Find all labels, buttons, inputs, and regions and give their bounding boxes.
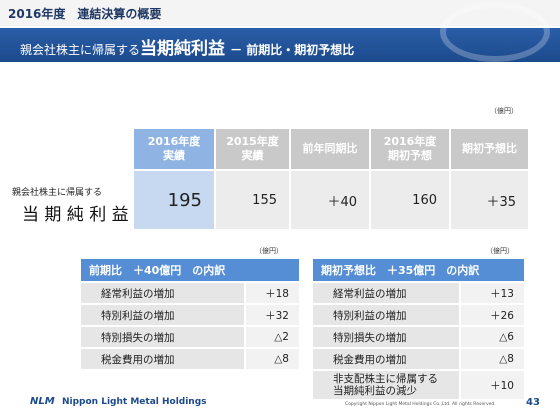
row-label: 特別利益の増加 [312,304,460,326]
value: ＋26 [490,309,514,322]
row-value: ＋10 [460,370,525,400]
header-line: 前年同期比 [302,142,358,155]
copyright: Copyright Nippon Light Metal Holdings Co… [345,402,496,407]
unit: （億円） [255,247,283,255]
header-line: 期初予想 [388,149,432,162]
table-title: 期初予想比 ＋35億円 の内訳 [321,264,480,277]
page-number: 43 [526,397,540,408]
header-line: 2016年度 [147,135,201,148]
header-line: 2016年度 [383,135,437,148]
column-header: 2016年度 期初予想 [370,128,450,170]
column-header: 期初予想比 [450,128,529,170]
row-label: 経常利益の増加 [80,282,245,304]
column-header: 2016年度 実績 [133,128,215,170]
value: ＋40 [327,194,357,210]
value: ＋32 [265,309,289,322]
row-value: △8 [460,348,525,370]
value-cell: ＋40 [290,170,370,230]
row-value: △6 [460,326,525,348]
row-label: 当 期 純 利 益 [22,205,129,225]
value: ＋10 [490,379,514,392]
table-header: 期初予想比 ＋35億円 の内訳 [312,258,525,282]
value: △8 [274,353,289,365]
label-line: 経常利益の増加 [333,287,407,300]
label-line: 特別損失の増加 [101,331,175,344]
value: △6 [499,331,514,343]
label-line: 経常利益の増加 [101,287,175,300]
row-value: ＋13 [460,282,525,304]
column-header: 2015年度 実績 [215,128,290,170]
row-value: △2 [245,326,300,348]
unit: （億円） [490,107,518,115]
row-value: ＋32 [245,304,300,326]
section-title: 2016年度 連結決算の概要 [8,7,162,21]
header-line: 2015年度 [226,135,279,148]
label-line: 当期純利益の減少 [333,385,417,397]
label-line: 税金費用の増加 [333,353,407,366]
value-cell: 160 [370,170,450,230]
row-label: 特別損失の増加 [80,326,245,348]
row-label-small: 親会社株主に帰属する [12,188,103,198]
title-prefix: 親会社株主に帰属する [20,43,141,57]
row-label: 税金費用の増加 [312,348,460,370]
value: △2 [274,331,289,343]
table-title: 前期比 ＋40億円 の内訳 [89,264,226,277]
value-cell: 195 [133,170,215,230]
row-value: ＋26 [460,304,525,326]
slide-title: 親会社株主に帰属する当期純利益 － 前期比・期初予想比 [20,34,354,59]
unit: （億円） [486,247,514,255]
row-value: △8 [245,348,300,370]
row-label: 特別利益の増加 [80,304,245,326]
row-label: 税金費用の増加 [80,348,245,370]
value-cell: ＋35 [450,170,529,230]
column-header: 前年同期比 [290,128,370,170]
title-suffix: － 前期比・期初予想比 [230,43,355,57]
label-line: 非支配株主に帰属する [333,373,438,385]
value-cell: 155 [215,170,290,230]
header-line: 実績 [241,149,264,162]
table-header: 前期比 ＋40億円 の内訳 [80,258,300,282]
header-line: 期初予想比 [462,142,517,155]
row-label: 非支配株主に帰属する 当期純利益の減少 [312,370,460,400]
header-line: 実績 [163,149,185,162]
value: ＋18 [265,287,289,300]
logo: NLM [30,396,55,407]
company: Nippon Light Metal Holdings [62,397,207,407]
value: △8 [499,353,514,365]
value: ＋35 [486,194,516,210]
value: 155 [252,192,277,208]
value: ＋13 [490,287,514,300]
row-label: 経常利益の増加 [312,282,460,304]
row-label: 特別損失の増加 [312,326,460,348]
label-line: 特別損失の増加 [333,331,407,344]
label-line: 税金費用の増加 [101,353,175,366]
logo-watermark [440,2,550,62]
value: 195 [167,189,202,211]
label-line: 特別利益の増加 [333,309,407,322]
title-main: 当期純利益 [140,39,226,59]
value: 160 [412,192,437,208]
label-line: 特別利益の増加 [101,309,175,322]
row-value: ＋18 [245,282,300,304]
